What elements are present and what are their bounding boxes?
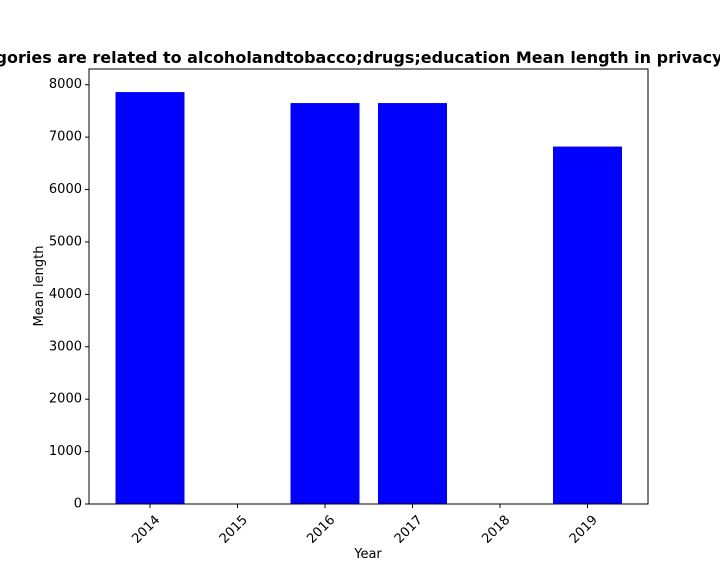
y-tick-label: 5000 [49,234,82,249]
y-tick-label: 6000 [49,182,82,197]
x-tick-label: 2018 [479,513,513,547]
bar-2016 [290,103,360,505]
x-axis-label: Year [353,547,382,562]
chart-title: Categories are related to alcoholandtoba… [0,48,720,67]
y-tick-label: 7000 [49,130,82,145]
y-tick-label: 2000 [49,392,82,407]
y-axis-label: Mean length [32,246,47,327]
y-tick-label: 4000 [49,287,82,302]
y-tick-label: 3000 [49,339,82,354]
y-axis-ticks: 0 1000 2000 3000 4000 5000 6000 7000 8000 [49,77,89,512]
bar-2014 [115,92,185,504]
y-tick-label: 1000 [49,444,82,459]
plot-frame [88,68,649,505]
x-tick-label: 2014 [129,513,163,547]
bars-group [115,92,622,505]
x-tick-label: 2016 [304,513,338,547]
x-tick-label: 2019 [567,513,601,547]
bar-2017 [378,103,447,505]
x-axis-ticks: 2014 2015 2016 2017 2018 2019 [129,504,601,547]
y-tick-label: 8000 [49,77,82,92]
y-tick-label: 0 [74,497,82,512]
bar-2019 [553,146,622,504]
x-tick-label: 2017 [392,513,426,547]
x-tick-label: 2015 [217,513,251,547]
